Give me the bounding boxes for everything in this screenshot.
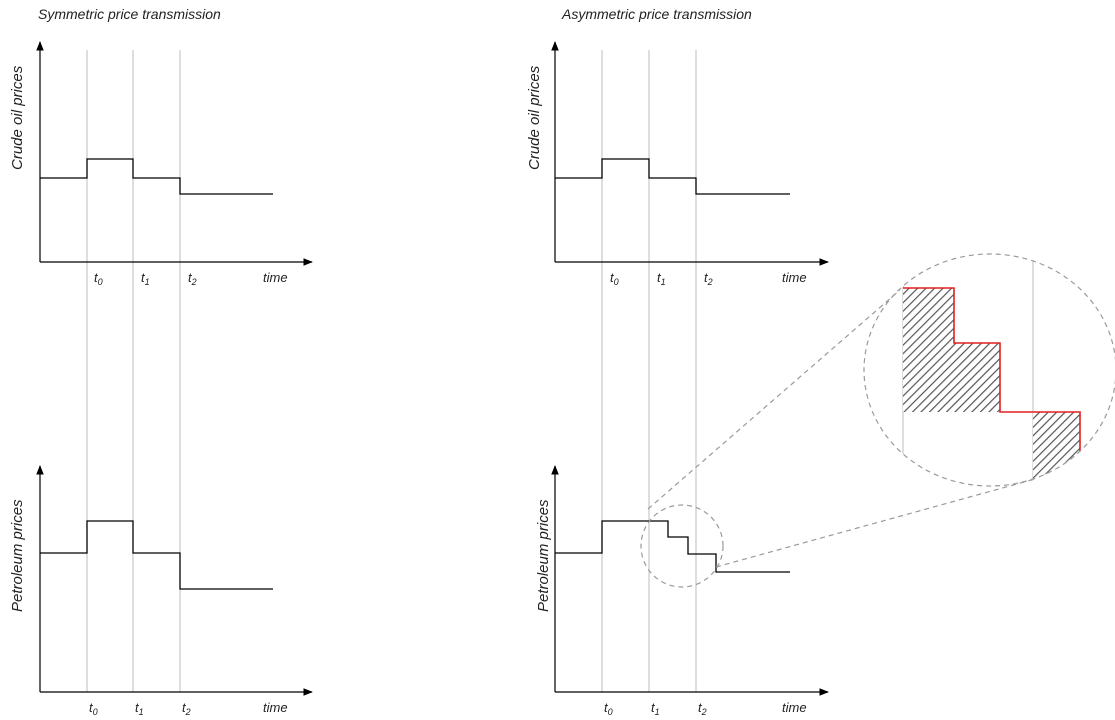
tick-t1: t1 bbox=[141, 270, 150, 287]
hatched-gap-area bbox=[903, 288, 1000, 412]
symmetric-title: Symmetric price transmission bbox=[38, 6, 221, 22]
time-label: time bbox=[263, 700, 288, 715]
crude-price-line bbox=[555, 158, 790, 195]
tick-t0: t0 bbox=[604, 700, 613, 717]
petroleum-price-line bbox=[555, 520, 790, 573]
tick-t2: t2 bbox=[188, 270, 197, 287]
asymmetric-panel: Crude oil prices t0 t1 t2 time Petroleum… bbox=[526, 41, 1115, 717]
tick-t2: t2 bbox=[704, 270, 713, 287]
time-label: time bbox=[263, 270, 288, 285]
time-label: time bbox=[782, 270, 807, 285]
tick-t0: t0 bbox=[610, 270, 619, 287]
petroleum-y-label: Petroleum prices bbox=[9, 499, 26, 612]
tick-t2: t2 bbox=[182, 700, 191, 717]
tick-t1: t1 bbox=[657, 270, 666, 287]
crude-y-label: Crude oil prices bbox=[526, 65, 543, 170]
asymmetric-title: Asymmetric price transmission bbox=[561, 6, 752, 22]
symmetric-panel: Crude oil prices t0 t1 t2 time Petroleum… bbox=[9, 41, 313, 717]
crude-price-line bbox=[40, 158, 273, 195]
tick-t0: t0 bbox=[89, 700, 98, 717]
petroleum-price-line bbox=[40, 520, 273, 590]
zoom-red-price-line bbox=[903, 287, 1081, 486]
tick-t1: t1 bbox=[651, 700, 660, 717]
zoom-connector-top bbox=[647, 289, 901, 510]
zoom-source-circle bbox=[640, 504, 724, 588]
zoom-detail bbox=[863, 253, 1115, 487]
zoom-connector-bottom bbox=[715, 478, 1036, 568]
tick-t2: t2 bbox=[698, 700, 707, 717]
zoom-magnified-circle bbox=[863, 253, 1115, 487]
tick-t0: t0 bbox=[94, 270, 103, 287]
tick-t1: t1 bbox=[135, 700, 144, 717]
crude-y-label: Crude oil prices bbox=[9, 65, 26, 170]
hatched-gap-area bbox=[1033, 412, 1080, 486]
time-label: time bbox=[782, 700, 807, 715]
petroleum-y-label: Petroleum prices bbox=[535, 499, 552, 612]
